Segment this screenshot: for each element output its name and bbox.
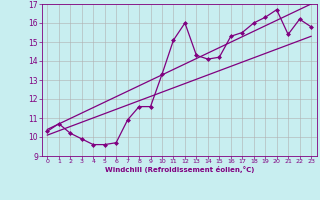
X-axis label: Windchill (Refroidissement éolien,°C): Windchill (Refroidissement éolien,°C) — [105, 166, 254, 173]
